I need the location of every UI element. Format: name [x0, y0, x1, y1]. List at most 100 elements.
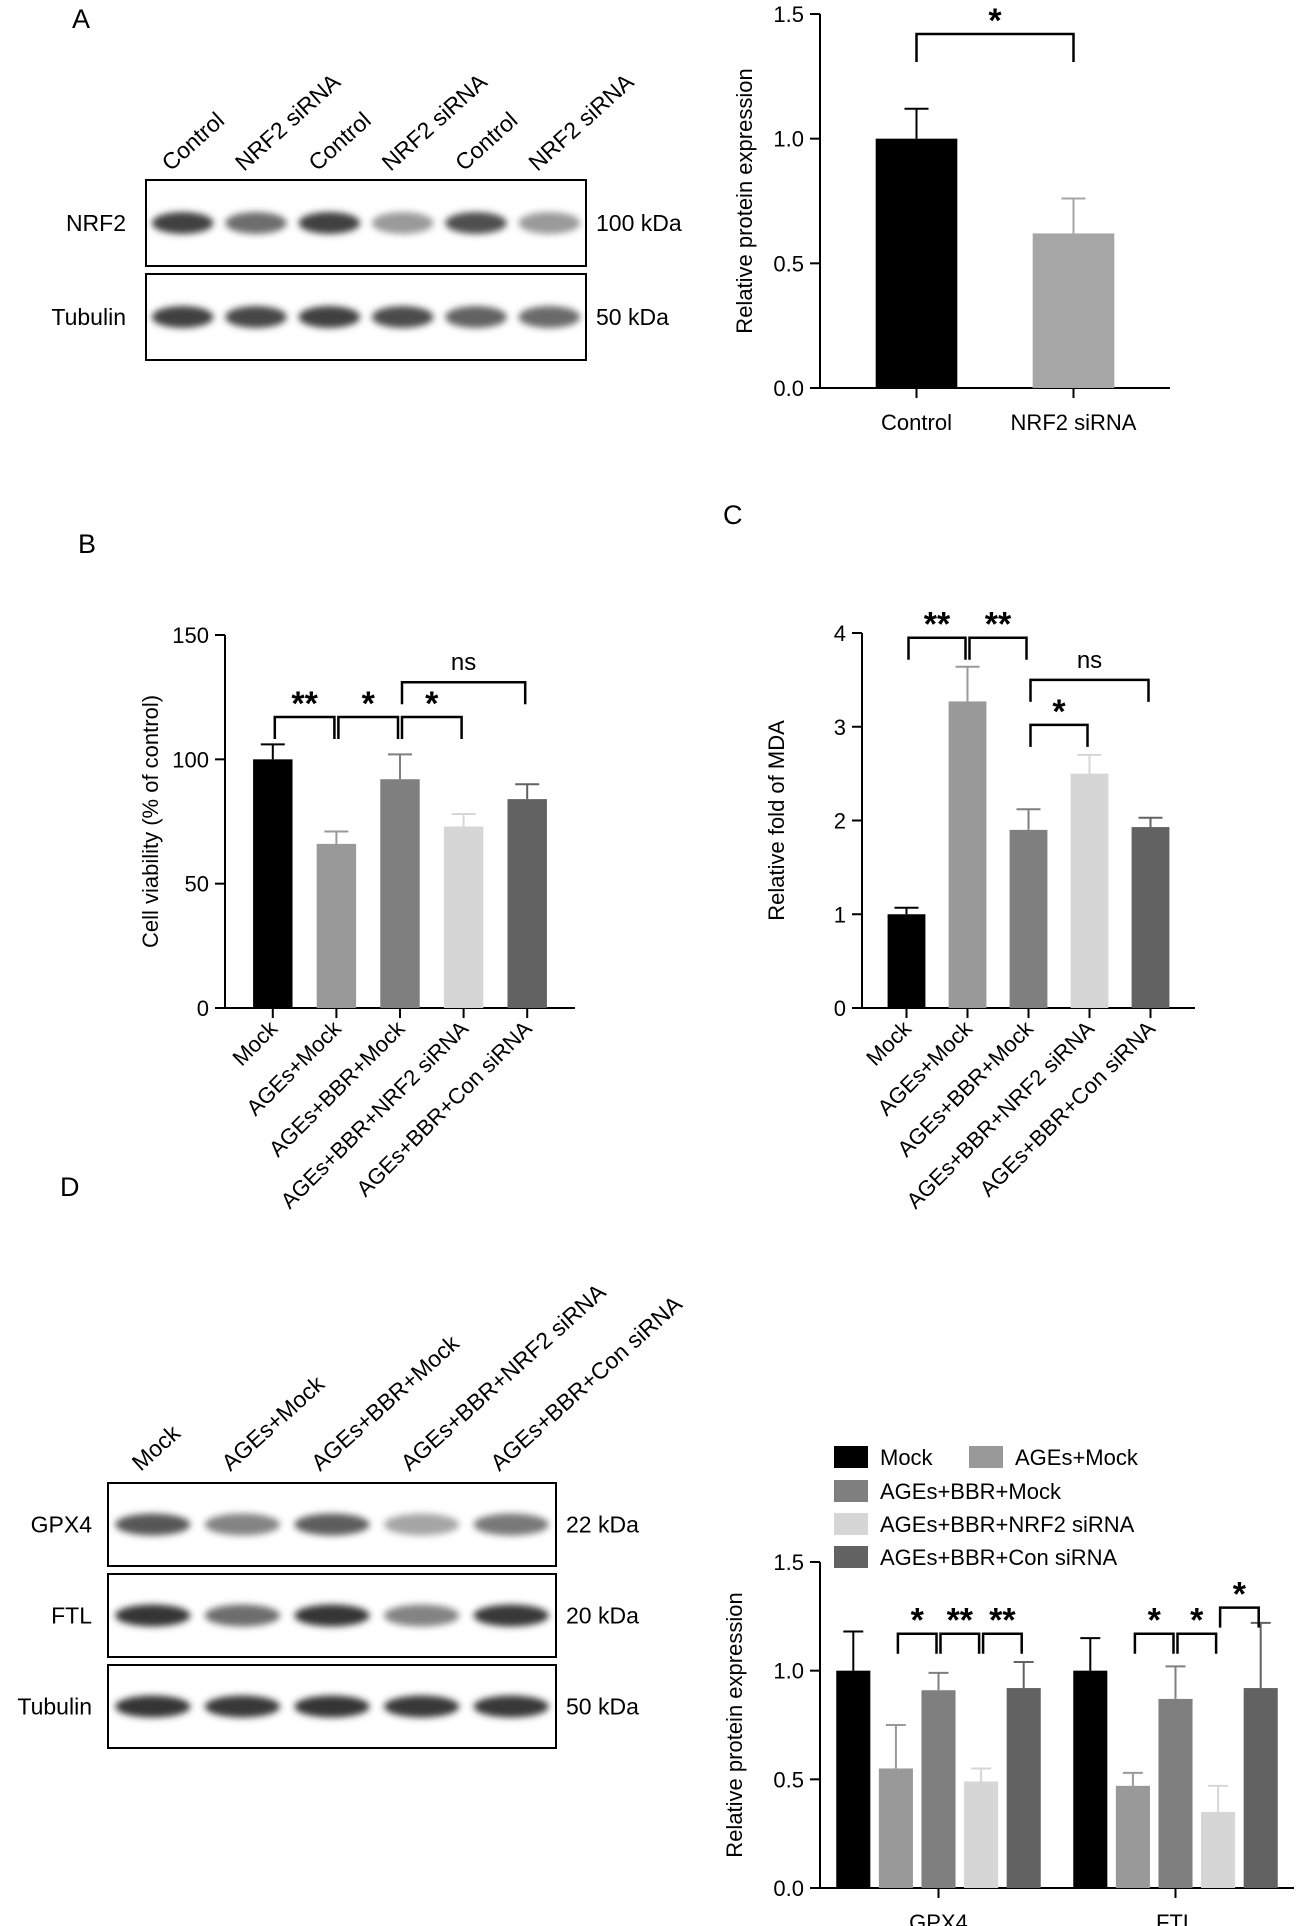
bar [948, 701, 987, 1008]
protein-label: NRF2 [66, 210, 126, 236]
significance-bracket [896, 1632, 938, 1654]
lane-label: Mock [127, 1419, 186, 1475]
bar [875, 138, 958, 388]
blot-band [151, 212, 214, 234]
bar-chart-a: 0.0 0.5 1.0 1.5 Relative protein expression C… [732, 2, 1170, 435]
bar [887, 914, 926, 1008]
x-tick-label: Control [881, 410, 952, 435]
significance-label: ** [291, 685, 318, 723]
bar [1243, 1688, 1278, 1888]
significance-bracket [400, 715, 463, 740]
significance-bracket [1176, 1632, 1218, 1654]
bar [964, 1781, 999, 1888]
blot-band [225, 306, 287, 328]
kda-label: 22 kDa [566, 1512, 639, 1538]
significance-bracket [968, 636, 1028, 660]
blot-band [473, 1695, 549, 1718]
significance-label: * [1233, 1576, 1247, 1614]
significance-label: * [1190, 1602, 1204, 1640]
legend-label: AGEs+BBR+Mock [880, 1479, 1062, 1504]
significance-label: ** [947, 1602, 974, 1640]
x-tick-label: FTL [1156, 1910, 1195, 1926]
y-tick-label: 1.5 [773, 2, 804, 27]
blot-band [204, 1695, 281, 1718]
legend-swatch [834, 1513, 868, 1535]
blot-band [115, 1513, 191, 1536]
y-axis-label: Relative protein expression [732, 68, 757, 333]
kda-label: 50 kDa [596, 304, 669, 330]
significance-bracket [907, 636, 967, 660]
bar-chart-d: 0.0 0.5 1.0 1.5 Relative protein expression G… [722, 1445, 1294, 1926]
significance-bracket [337, 715, 400, 740]
protein-label: GPX4 [31, 1512, 93, 1538]
protein-label: Tubulin [17, 1694, 92, 1720]
blot-band [151, 306, 214, 328]
significance-label: * [988, 2, 1002, 40]
significance-bracket [981, 1632, 1023, 1654]
x-tick-label: GPX4 [909, 1910, 968, 1926]
bar [253, 759, 293, 1008]
panel-letter-c: C [723, 500, 743, 530]
blot-band [115, 1604, 191, 1627]
blot-band [371, 306, 434, 328]
blot-band [383, 1604, 460, 1627]
bar [1158, 1698, 1193, 1888]
significance-label: ns [1077, 647, 1102, 674]
bar-chart-b: 0 50 100 150 Cell viability (% of control) Mo… [138, 623, 575, 1213]
bar [921, 1690, 956, 1888]
y-tick-label: 100 [172, 747, 209, 772]
kda-label: 100 kDa [596, 210, 682, 236]
significance-bracket [1218, 1606, 1260, 1628]
x-tick-label: NRF2 siRNA [1011, 410, 1137, 435]
bar [1131, 827, 1170, 1008]
blot-band [518, 306, 581, 328]
blot-band [383, 1513, 460, 1536]
lane-label: NRF2 siRNA [523, 68, 639, 176]
legend-label: AGEs+Mock [1015, 1445, 1139, 1470]
significance-label: * [911, 1602, 925, 1640]
y-axis-label: Relative protein expression [722, 1592, 747, 1857]
significance-bracket [400, 680, 527, 705]
y-tick-label: 50 [185, 872, 209, 897]
significance-label: ** [989, 1602, 1016, 1640]
significance-bracket [1029, 723, 1089, 747]
kda-label: 20 kDa [566, 1603, 639, 1629]
bar [380, 779, 420, 1008]
protein-label: FTL [51, 1603, 92, 1629]
blot-band [445, 212, 507, 234]
bar [507, 799, 547, 1008]
significance-label: * [1148, 1602, 1162, 1640]
legend-swatch [834, 1446, 868, 1468]
y-tick-label: 1 [834, 902, 846, 927]
lane-label: Control [450, 107, 523, 176]
blot-band [294, 1604, 370, 1627]
significance-bracket [1133, 1632, 1175, 1654]
bar [878, 1768, 913, 1888]
significance-bracket [915, 32, 1075, 62]
kda-label: 50 kDa [566, 1694, 639, 1720]
significance-label: ns [451, 649, 476, 676]
x-tick-label: Mock [227, 1015, 283, 1071]
legend-label: AGEs+BBR+NRF2 siRNA [880, 1512, 1135, 1537]
blot-frame [145, 179, 587, 267]
significance-bracket [273, 715, 336, 740]
y-tick-label: 1.0 [773, 127, 804, 152]
bar [1070, 773, 1109, 1008]
bar [1032, 233, 1115, 388]
bar [316, 843, 357, 1008]
bar [1006, 1688, 1041, 1888]
lane-label: AGEs+BBR+Mock [306, 1329, 464, 1475]
blot-band [204, 1513, 281, 1536]
blot-band [294, 1695, 370, 1718]
y-tick-label: 0.5 [773, 251, 804, 276]
legend-swatch [834, 1546, 868, 1568]
y-tick-label: 1.5 [773, 1550, 804, 1575]
y-tick-label: 1.0 [773, 1659, 804, 1684]
bar [443, 826, 484, 1008]
panel-letter-d: D [60, 1172, 80, 1202]
significance-label: * [362, 685, 376, 723]
blot-band [204, 1604, 281, 1627]
